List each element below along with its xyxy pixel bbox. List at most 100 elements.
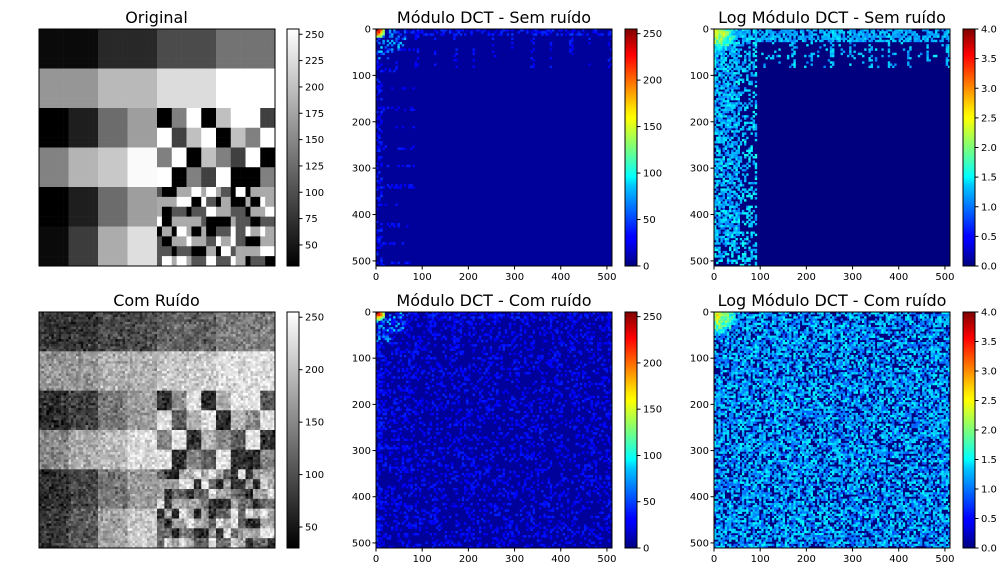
pixel-cell — [171, 221, 177, 227]
heatmap-cell — [386, 57, 390, 60]
pixel-cell — [127, 221, 133, 227]
heatmap-cell — [864, 33, 867, 36]
pixel-cell — [240, 112, 246, 119]
pixel-cell — [211, 211, 217, 217]
pixel-cell — [196, 157, 202, 163]
heatmap-cell — [754, 132, 758, 135]
heatmap-cell — [799, 29, 803, 32]
pixel-cell — [206, 137, 212, 143]
heatmap-cell — [720, 257, 723, 260]
heatmap-cell — [718, 147, 721, 150]
heatmap-cell — [748, 207, 751, 211]
pixel-cell — [230, 251, 236, 257]
heatmap-cell — [915, 33, 919, 36]
pixel-cell — [70, 312, 74, 315]
heatmap-cell — [748, 257, 751, 260]
pixel-cell — [220, 103, 227, 109]
pixel-cell — [196, 216, 202, 222]
pixel-cell — [166, 241, 173, 247]
heatmap-cell — [599, 33, 602, 36]
pixel-cell — [102, 33, 109, 40]
heatmap-cell — [729, 207, 732, 211]
heatmap-cell — [722, 212, 725, 215]
pixel-cell — [265, 246, 271, 252]
heatmap-cell — [907, 61, 910, 64]
heatmap-cell — [547, 29, 551, 32]
heatmap-cell — [724, 106, 728, 109]
pixel-cell — [184, 312, 187, 315]
heatmap-cell — [744, 37, 747, 41]
heatmap-cell — [750, 61, 753, 64]
pixel-cell — [240, 33, 246, 40]
heatmap-cell — [739, 93, 743, 97]
heatmap-cell — [902, 29, 906, 32]
pixel-cell — [132, 103, 138, 109]
pixel-cell — [107, 68, 114, 74]
heatmap-cell — [733, 151, 736, 155]
pixel-cell — [157, 68, 163, 74]
pixel-cell — [48, 201, 55, 208]
pixel-cell — [117, 103, 123, 109]
heatmap-cell — [767, 54, 771, 58]
pixel-cell — [132, 88, 138, 94]
pixel-cell — [147, 314, 150, 318]
heatmap-cell — [560, 29, 563, 32]
pixel-cell — [83, 53, 89, 59]
pixel-cell — [68, 63, 74, 69]
heatmap-cell — [739, 119, 743, 122]
pixel-cell — [220, 112, 227, 119]
pixel-cell — [159, 312, 163, 315]
heatmap-cell — [735, 93, 738, 97]
heatmap-cell — [735, 128, 738, 131]
pixel-cell — [83, 312, 87, 315]
pixel-cell — [137, 211, 143, 217]
pixel-cell — [201, 142, 207, 148]
heatmap-cell — [737, 65, 740, 69]
heatmap-cell — [726, 72, 730, 75]
pixel-cell — [127, 88, 133, 94]
heatmap-cell — [733, 37, 736, 41]
pixel-cell — [43, 29, 50, 35]
pixel-cell — [235, 236, 241, 242]
heatmap-cell — [765, 39, 768, 43]
heatmap-cell — [877, 35, 880, 38]
heatmap-cell — [726, 100, 730, 103]
pixel-cell — [78, 216, 84, 222]
pixel-cell — [137, 256, 143, 262]
heatmap-cell — [795, 31, 798, 34]
pixel-cell — [157, 196, 163, 203]
pixel-cell — [68, 152, 74, 158]
heatmap-cell — [733, 248, 736, 252]
pixel-cell — [235, 191, 241, 198]
pixel-cell — [63, 103, 69, 109]
pixel-cell — [240, 312, 244, 315]
heatmap-cell — [829, 61, 833, 64]
pixel-cell — [127, 53, 133, 59]
pixel-cell — [95, 319, 99, 323]
heatmap-cell — [720, 192, 723, 196]
heatmap-cell — [941, 29, 944, 32]
heatmap-cell — [737, 162, 740, 165]
pixel-cell — [152, 211, 158, 217]
pixel-cell — [157, 48, 163, 54]
pixel-cell — [43, 236, 50, 242]
pixel-cell — [196, 251, 202, 257]
pixel-cell — [176, 261, 182, 267]
pixel-cell — [107, 316, 111, 320]
pixel-cell — [171, 236, 177, 242]
pixel-cell — [100, 314, 104, 318]
pixel-cell — [230, 177, 236, 183]
heatmap-cell — [592, 29, 596, 32]
pixel-cell — [255, 256, 261, 262]
pixel-cell — [171, 122, 177, 129]
heatmap-cell — [722, 93, 725, 97]
heatmap-cell — [900, 41, 904, 45]
pixel-cell — [191, 53, 197, 59]
pixel-cell — [255, 103, 261, 109]
heatmap-cell — [376, 253, 379, 256]
pixel-cell — [157, 63, 163, 69]
heatmap-cell — [397, 46, 400, 49]
pixel-cell — [48, 261, 55, 267]
heatmap-cell — [750, 222, 753, 226]
pixel-cell — [206, 33, 212, 40]
